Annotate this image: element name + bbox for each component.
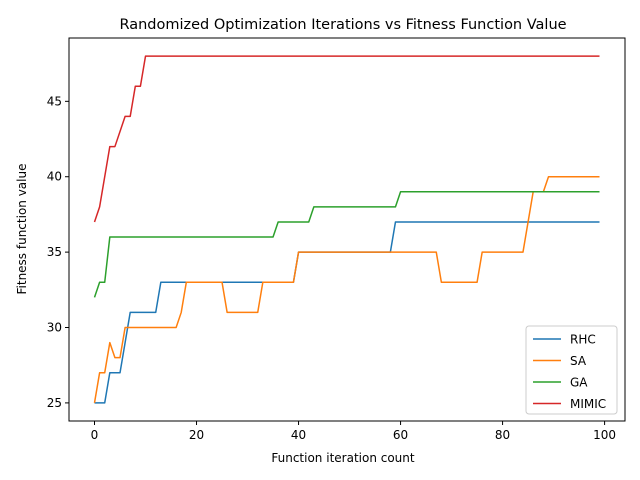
legend-label-rhc: RHC [570,333,596,347]
x-tick-label: 80 [495,428,510,442]
x-axis-label: Function iteration count [271,451,415,465]
x-axis: 0 20 40 60 80 100 [91,421,616,442]
y-tick-label: 30 [47,321,62,335]
chart-title: Randomized Optimization Iterations vs Fi… [119,17,566,33]
x-tick-label: 0 [91,428,99,442]
y-axis: 25 30 35 40 45 [47,94,69,410]
y-axis-label: Fitness function value [15,164,29,295]
y-tick-label: 45 [47,94,62,108]
series-line-sa [93,175,600,404]
series-line-mimic [93,55,600,223]
plot-lines [93,55,600,404]
legend-label-mimic: MIMIC [570,397,606,411]
legend-label-ga: GA [570,376,588,390]
y-tick-label: 25 [47,396,62,410]
y-tick-label: 35 [47,245,62,259]
plot-frame [68,37,626,422]
x-tick-label: 60 [393,428,408,442]
x-tick-label: 20 [189,428,204,442]
x-tick-label: 100 [593,428,616,442]
x-tick-label: 40 [291,428,306,442]
series-line-ga [93,191,600,298]
legend-box [525,325,618,415]
legend: RHC SA GA MIMIC [525,325,618,415]
legend-label-sa: SA [570,354,587,368]
y-tick-label: 40 [47,170,62,184]
